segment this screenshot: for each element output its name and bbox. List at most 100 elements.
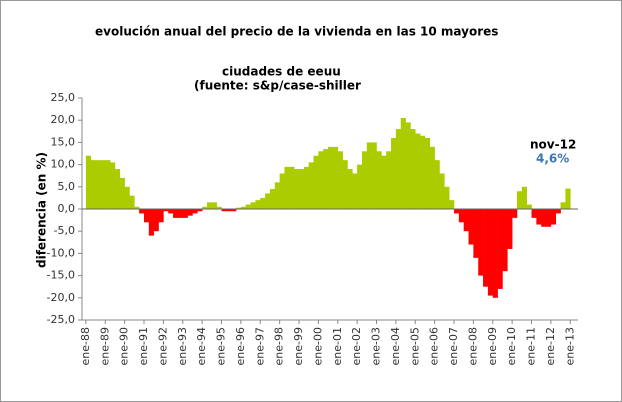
bar <box>386 151 392 209</box>
bar <box>405 122 411 209</box>
bar <box>536 209 542 225</box>
bar <box>144 209 150 223</box>
bar <box>269 189 276 209</box>
x-tick-label: ene-05 <box>408 327 421 365</box>
bar <box>565 188 571 209</box>
y-tick-label: 0,0 <box>58 202 76 215</box>
bar <box>197 209 203 212</box>
bar <box>105 160 111 209</box>
x-tick-label: ene-09 <box>486 327 499 365</box>
bar <box>410 129 416 209</box>
bar <box>85 155 92 209</box>
bar <box>526 204 532 209</box>
bar <box>555 209 561 214</box>
bar <box>361 151 368 209</box>
bar <box>110 162 116 209</box>
x-tick-label: ene-08 <box>466 327 479 365</box>
x-tick-label: ene-12 <box>544 327 557 365</box>
bar <box>211 202 217 209</box>
bar <box>516 191 523 209</box>
bar <box>546 209 552 227</box>
x-tick-label: ene-13 <box>563 327 576 365</box>
bar <box>250 202 256 209</box>
y-tick-label: -10,0 <box>47 246 75 259</box>
bar <box>381 155 387 209</box>
bar <box>541 209 547 227</box>
bar <box>192 209 198 214</box>
x-tick-label: ene-11 <box>525 327 538 365</box>
x-tick-label: ene-10 <box>505 327 518 365</box>
bar <box>114 169 121 209</box>
bar <box>502 209 508 272</box>
x-tick-label: ene-92 <box>156 327 169 365</box>
x-tick-label: ene-02 <box>350 327 363 365</box>
bar <box>323 149 329 209</box>
bar <box>352 173 358 209</box>
bar <box>483 209 489 287</box>
chart-title: evolución anual del precio de la viviend… <box>95 25 498 39</box>
x-tick-label: ene-04 <box>389 327 402 365</box>
bar <box>328 146 334 209</box>
bar <box>260 197 266 209</box>
y-tick-label: -25,0 <box>47 313 75 326</box>
bar <box>95 160 101 209</box>
bar <box>478 209 484 276</box>
x-tick-label: ene-93 <box>176 327 189 365</box>
bar <box>400 117 406 209</box>
y-tick-label: 20,0 <box>51 113 76 126</box>
x-tick-label: ene-06 <box>428 327 441 365</box>
bar <box>153 209 159 232</box>
bar <box>487 209 494 296</box>
bar <box>279 173 285 209</box>
bar <box>294 169 300 209</box>
subtitle: (fuente: s&p/case-shiller <box>194 79 361 93</box>
annotation: nov-12 <box>530 138 576 152</box>
bar <box>274 182 280 209</box>
annotation: 4,6% <box>536 152 569 166</box>
bar <box>507 209 513 249</box>
x-tick-label: ene-99 <box>292 327 305 365</box>
bar <box>521 186 527 209</box>
x-tick-label: ene-95 <box>215 327 228 365</box>
bar <box>424 137 431 209</box>
x-tick-label: ene-89 <box>98 327 111 365</box>
y-axis-label: diferencia (en %) <box>35 152 49 268</box>
bar <box>391 137 397 209</box>
bar <box>531 209 537 218</box>
x-tick-label: ene-91 <box>137 327 150 365</box>
bar <box>371 142 377 209</box>
bar <box>221 209 227 212</box>
bar <box>226 209 232 212</box>
bar <box>148 209 154 236</box>
x-tick-label: ene-00 <box>311 327 324 365</box>
x-tick-label: ene-94 <box>195 327 208 365</box>
bar <box>458 209 464 223</box>
bar <box>492 209 498 298</box>
bar <box>449 200 455 209</box>
bar <box>444 186 450 209</box>
bar <box>429 146 435 209</box>
bar <box>303 166 309 209</box>
bar <box>139 209 145 214</box>
x-tick-label: ene-98 <box>273 327 286 365</box>
bar <box>550 209 557 225</box>
bar <box>395 129 402 209</box>
bar <box>202 206 208 209</box>
bar <box>173 209 179 218</box>
bar <box>187 209 193 216</box>
x-tick-label: ene-07 <box>447 327 460 365</box>
y-tick-label: 5,0 <box>58 180 76 193</box>
bar <box>265 193 271 209</box>
bar <box>342 160 348 209</box>
bar <box>245 204 251 209</box>
bar <box>134 206 140 209</box>
bar <box>158 209 164 223</box>
x-tick-label: ene-03 <box>370 327 383 365</box>
bar <box>420 135 426 209</box>
subtitle: ciudades de eeuu <box>222 65 341 79</box>
bar <box>236 207 242 209</box>
bar <box>100 160 106 209</box>
bar <box>376 151 382 209</box>
bar <box>182 209 188 218</box>
